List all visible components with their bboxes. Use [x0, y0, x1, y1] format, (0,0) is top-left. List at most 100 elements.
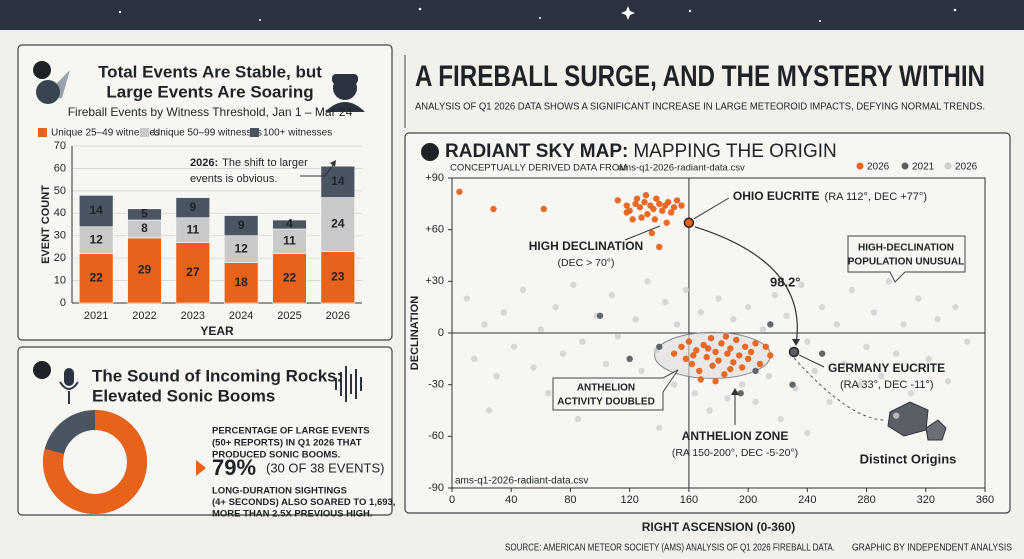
data-point — [644, 278, 651, 285]
data-point — [747, 348, 755, 356]
legend-label: 100+ witnesses — [263, 128, 332, 139]
arrow-head — [731, 388, 739, 395]
bar-value-label: 22 — [89, 271, 103, 285]
y-axis-label: DECLINATION — [409, 296, 421, 370]
data-point — [703, 353, 710, 361]
y-tick-label: 0 — [60, 297, 66, 309]
y-tick-label: 20 — [54, 252, 66, 264]
top-band — [0, 0, 1024, 30]
data-point — [752, 340, 759, 347]
bar-segment — [175, 197, 211, 219]
callout-text: HIGH-DECLINATION — [858, 243, 954, 254]
data-point — [730, 316, 737, 323]
bar-segment — [320, 165, 356, 198]
data-point — [892, 412, 900, 419]
data-point — [485, 407, 493, 414]
leader-line — [624, 225, 661, 241]
data-point — [693, 347, 700, 354]
x-tick-label: 160 — [680, 494, 698, 506]
data-point — [752, 398, 759, 406]
data-point — [632, 200, 639, 208]
data-point — [688, 360, 696, 368]
microphone-icon — [59, 368, 79, 404]
data-point — [500, 309, 508, 316]
y-tick-label: -90 — [428, 482, 444, 494]
data-point — [697, 376, 704, 383]
chart-subtitle: Fireball Events by Witness Threshold, Ja… — [68, 105, 353, 119]
chart-title: Elevated Sonic Booms — [92, 386, 275, 405]
leader-line — [693, 197, 730, 220]
chart-title: RADIANT SKY MAP: MAPPING THE ORIGIN — [445, 141, 837, 162]
data-point — [638, 214, 645, 221]
data-point — [670, 204, 678, 211]
annotation: 2026: The shift to larger — [190, 157, 308, 169]
data-point — [712, 378, 719, 385]
legend-marker — [856, 162, 864, 170]
data-point — [664, 198, 672, 206]
data-point — [709, 362, 716, 369]
bar-segment — [175, 242, 211, 304]
observer-icon — [325, 74, 365, 112]
x-tick-label: 0 — [449, 494, 455, 506]
data-point — [727, 345, 734, 352]
data-point — [623, 202, 630, 209]
data-point — [656, 424, 663, 431]
data-point — [724, 395, 731, 402]
data-point — [721, 371, 728, 378]
x-tick-label: 80 — [564, 494, 576, 506]
x-tick-label: 120 — [620, 494, 638, 506]
data-point — [614, 333, 622, 340]
chart-title: Total Events Are Stable, but — [98, 62, 322, 81]
description: PRODUCED SONIC BOOMS. — [212, 450, 340, 461]
data-point — [915, 295, 922, 302]
angle-arc — [694, 226, 798, 345]
data-point — [724, 350, 731, 357]
y-tick-label: +90 — [425, 172, 444, 184]
y-tick-label: +30 — [425, 275, 444, 287]
data-point — [907, 390, 915, 397]
distinct-label: Distinct Origins — [860, 451, 957, 466]
main-title: A FIREBALL SURGE, AND THE MYSTERY WITHIN — [415, 60, 985, 93]
data-point — [752, 367, 759, 375]
pointer-arrow — [196, 460, 206, 476]
data-point — [608, 291, 616, 299]
data-point — [673, 321, 681, 328]
data-point — [685, 338, 693, 345]
zone-detail: (RA 150-200°, DEC -5-20°) — [672, 447, 798, 459]
data-point — [798, 281, 805, 288]
note: LONG-DURATION SIGHTINGS — [212, 486, 347, 497]
bar-value-label: 4 — [286, 217, 293, 231]
data-point — [738, 364, 746, 371]
data-point — [870, 309, 878, 316]
data-point — [934, 316, 941, 323]
data-point — [952, 303, 959, 311]
legend-swatch — [140, 128, 149, 137]
data-point — [537, 326, 545, 333]
data-point — [670, 350, 678, 357]
legend-marker — [944, 162, 952, 170]
data-point — [636, 204, 644, 211]
data-point — [733, 336, 740, 344]
data-point — [602, 360, 610, 368]
source-file: ams-q1-2026-radiant-data.csv — [618, 163, 745, 174]
data-point — [678, 202, 685, 209]
data-point — [777, 415, 784, 423]
annotation-label: OHIO EUCRITE (RA 112°, DEC +77°) — [733, 189, 927, 203]
data-point — [855, 381, 863, 388]
data-point — [651, 216, 659, 223]
bar-value-label: 11 — [283, 233, 296, 247]
legend-swatch — [250, 128, 259, 137]
bar-value-label: 12 — [234, 241, 248, 255]
badge-circle — [33, 361, 51, 379]
callout-text: POPULATION UNUSUAL — [848, 257, 964, 268]
data-point — [756, 360, 764, 368]
data-point — [722, 333, 730, 340]
x-tick-label: 2026 — [326, 310, 350, 322]
bar-value-label: 18 — [234, 275, 248, 289]
data-point — [481, 321, 488, 328]
badge-number: 1 — [39, 65, 45, 77]
footer-credit: GRAPHIC BY INDEPENDENT ANALYSIS — [852, 543, 1012, 554]
data-point — [682, 286, 690, 294]
data-point — [691, 390, 699, 397]
